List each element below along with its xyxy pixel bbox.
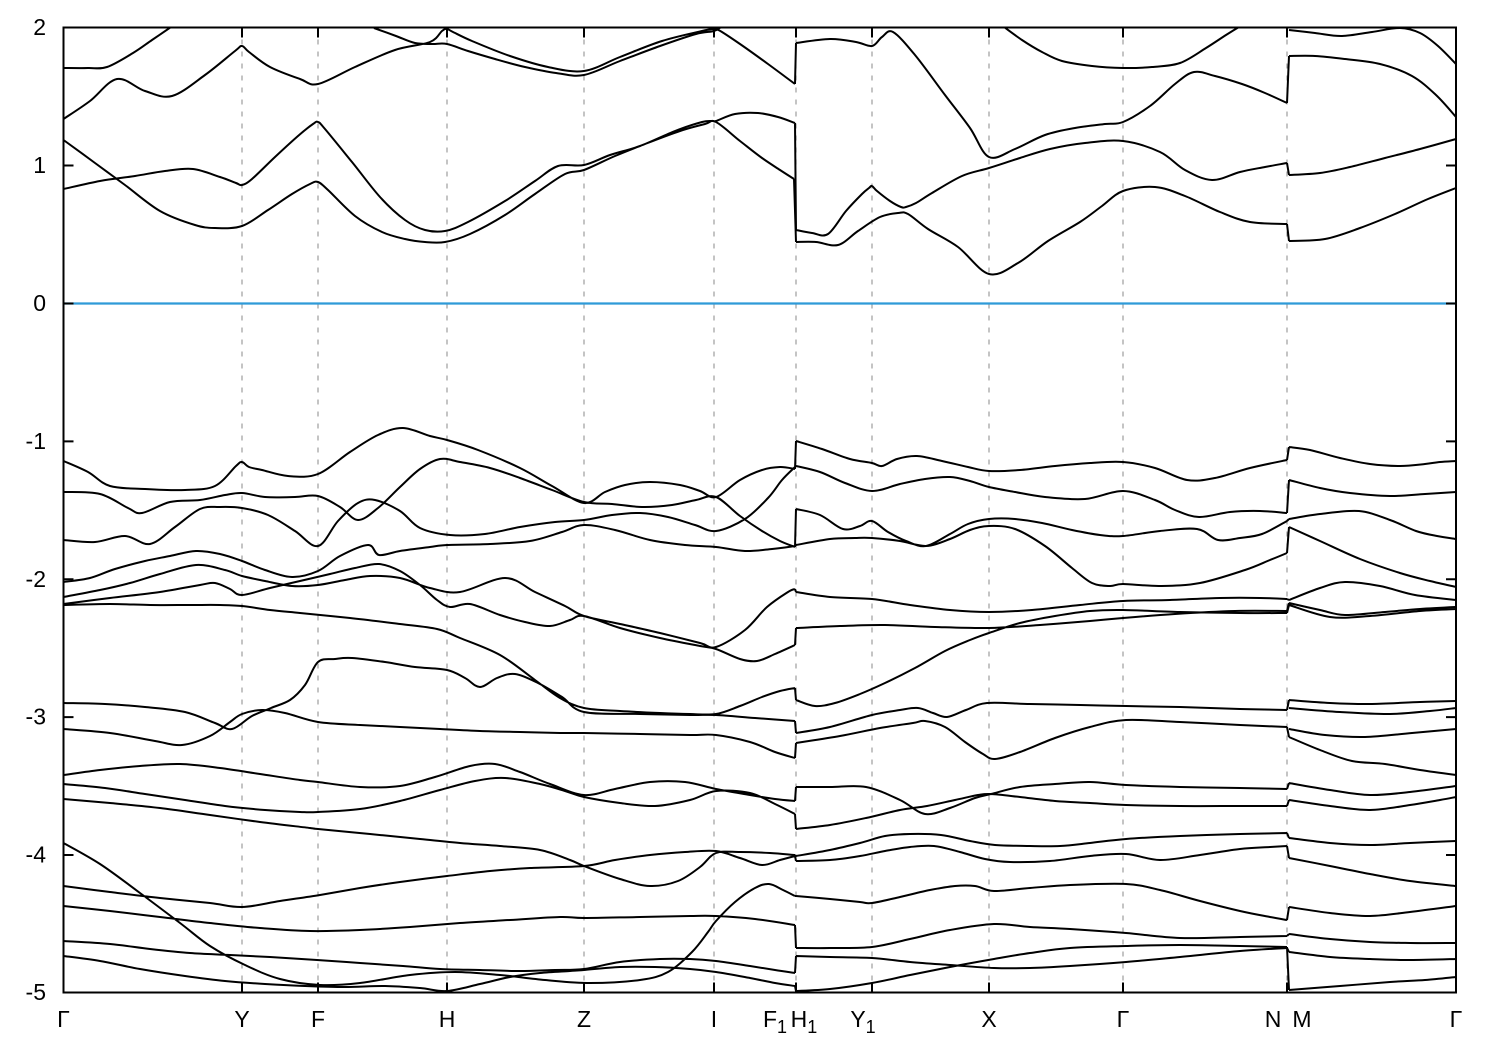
svg-text:-4: -4 bbox=[26, 842, 47, 868]
svg-text:X: X bbox=[981, 1006, 996, 1032]
svg-text:-5: -5 bbox=[26, 979, 46, 1005]
svg-text:H: H bbox=[439, 1006, 456, 1032]
svg-text:N: N bbox=[1265, 1006, 1282, 1032]
svg-text:I: I bbox=[711, 1006, 717, 1032]
svg-text:F: F bbox=[311, 1006, 325, 1032]
svg-text:Y: Y bbox=[234, 1006, 249, 1032]
svg-text:-1: -1 bbox=[26, 428, 46, 454]
svg-text:Γ: Γ bbox=[1450, 1006, 1463, 1032]
svg-text:0: 0 bbox=[33, 290, 46, 316]
svg-text:Z: Z bbox=[577, 1006, 591, 1032]
svg-text:M: M bbox=[1292, 1006, 1311, 1032]
svg-text:Γ: Γ bbox=[1117, 1006, 1130, 1032]
svg-text:Γ: Γ bbox=[57, 1006, 70, 1032]
svg-text:2: 2 bbox=[33, 14, 46, 40]
svg-text:-3: -3 bbox=[26, 704, 46, 730]
svg-text:1: 1 bbox=[33, 152, 46, 178]
svg-text:-2: -2 bbox=[26, 566, 46, 592]
